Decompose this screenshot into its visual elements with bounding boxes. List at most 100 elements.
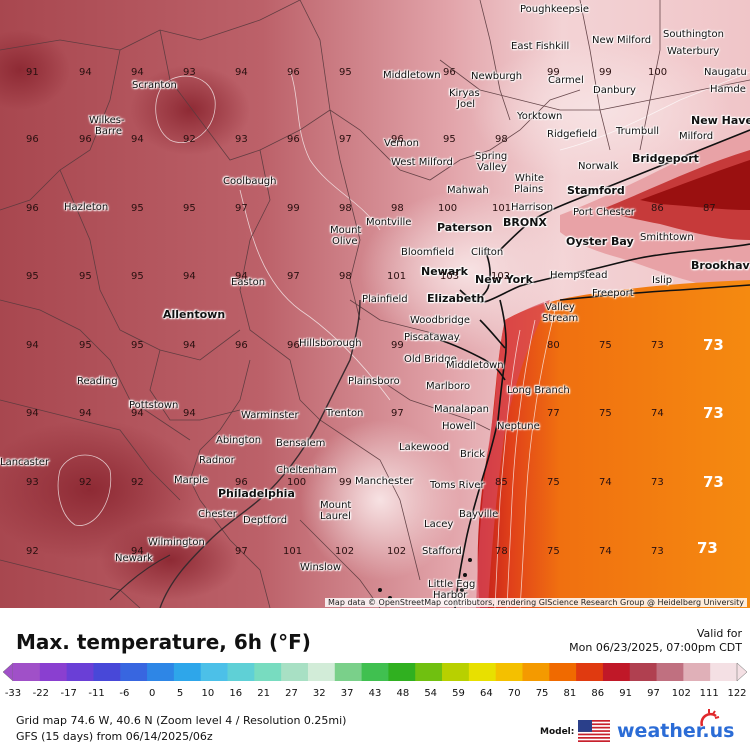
scale-swatch xyxy=(710,663,738,681)
city-label: Mount xyxy=(330,225,362,236)
scale-tick-label: 43 xyxy=(368,688,382,699)
city-label: Laurel xyxy=(320,511,351,522)
temperature-value: 94 xyxy=(183,271,196,282)
temperature-value: 95 xyxy=(443,134,456,145)
scale-tick-label: 102 xyxy=(671,688,691,699)
valid-for-label: Valid for xyxy=(696,627,742,640)
scale-swatch xyxy=(442,663,470,681)
temperature-value: 102 xyxy=(387,546,407,557)
model-label: Model: xyxy=(540,727,575,737)
temperature-value: 98 xyxy=(495,134,508,145)
scale-min-arrow xyxy=(3,662,14,682)
city-label: Radnor xyxy=(199,455,235,466)
city-label: Montville xyxy=(366,217,412,228)
temperature-value: 73 xyxy=(651,477,664,488)
temperature-value: 100 xyxy=(648,67,668,78)
city-label: Brookhav xyxy=(691,259,750,272)
temperature-value: 99 xyxy=(339,477,352,488)
city-label: Little Egg xyxy=(428,579,476,590)
scale-swatch xyxy=(281,663,309,681)
scale-tick-label: 97 xyxy=(647,688,660,699)
city-label: Reading xyxy=(77,376,118,387)
city-label: Stafford xyxy=(422,546,462,557)
temperature-value: 96 xyxy=(235,340,248,351)
scale-tick-label: 86 xyxy=(591,688,605,699)
temperature-value: 97 xyxy=(235,203,248,214)
scale-swatch xyxy=(629,663,658,681)
city-label: Wilmington xyxy=(148,537,205,548)
temperature-value: 92 xyxy=(79,477,92,488)
scale-tick-label: -33 xyxy=(4,688,22,699)
temperature-value: 95 xyxy=(131,340,144,351)
temperature-value: 94 xyxy=(131,67,144,78)
scale-swatch xyxy=(683,663,711,681)
temperature-value: 92 xyxy=(26,546,39,557)
temperature-value: 94 xyxy=(79,67,92,78)
city-label: White xyxy=(515,173,545,184)
temperature-value: 95 xyxy=(183,203,196,214)
city-label: East Fishkill xyxy=(511,41,570,52)
city-label: Valley xyxy=(545,302,575,313)
temperature-map[interactable]: Poughkeepsie East Fishkill New Milford Sout… xyxy=(0,0,750,608)
city-label: Deptford xyxy=(243,515,288,526)
temperature-value: 98 xyxy=(391,203,404,214)
temperature-value: 96 xyxy=(287,340,300,351)
temperature-value: 86 xyxy=(651,203,664,214)
temperature-value: 96 xyxy=(287,67,300,78)
city-label: Kiryas xyxy=(449,88,480,99)
temperature-value: 75 xyxy=(547,546,560,557)
temperature-value: 74 xyxy=(651,408,664,419)
temperature-value: 95 xyxy=(79,271,92,282)
scale-swatch xyxy=(93,663,121,681)
city-label: Wilkes- xyxy=(89,115,125,126)
temperature-value: 94 xyxy=(131,546,144,557)
temperature-value: 97 xyxy=(287,271,300,282)
scale-swatch xyxy=(307,663,336,681)
scale-tick-label: 16 xyxy=(229,688,243,699)
scale-swatch xyxy=(254,663,282,681)
scale-tick-label: 122 xyxy=(727,688,747,699)
weather-us-logo[interactable]: weather.us xyxy=(617,720,735,742)
scale-swatch xyxy=(334,663,363,681)
temperature-value: 73 xyxy=(703,336,724,354)
scale-swatch xyxy=(361,663,389,681)
temperature-value: 94 xyxy=(26,408,39,419)
temperature-value: 100 xyxy=(438,203,458,214)
city-label: West Milford xyxy=(391,157,453,168)
temperature-value: 93 xyxy=(183,67,196,78)
city-label: Brick xyxy=(460,449,486,460)
city-label: Paterson xyxy=(437,221,493,234)
scale-swatch xyxy=(13,663,41,681)
city-label: Trenton xyxy=(326,408,364,419)
city-label: Middletown xyxy=(446,360,504,371)
city-label: Bensalem xyxy=(276,438,326,449)
scale-tick-label: 37 xyxy=(340,688,354,699)
scale-tick-label: -6 xyxy=(119,688,130,699)
scale-swatch xyxy=(415,663,443,681)
city-label: Toms River xyxy=(430,480,485,491)
temperature-value: 99 xyxy=(547,67,560,78)
temperature-value: 94 xyxy=(79,408,92,419)
temperature-value: 95 xyxy=(131,271,144,282)
city-label: Naugatu xyxy=(704,67,747,78)
city-label: Port Chester xyxy=(573,207,635,218)
city-label: Easton xyxy=(231,277,266,288)
temperature-value: 77 xyxy=(547,408,560,419)
scale-max-arrow xyxy=(736,662,747,682)
valid-time: Mon 06/23/2025, 07:00pm CDT xyxy=(569,641,742,654)
city-label: Danbury xyxy=(593,85,636,96)
temperature-value: 74 xyxy=(599,546,612,557)
temperature-value: 95 xyxy=(26,271,39,282)
temperature-value: 87 xyxy=(703,203,716,214)
scale-swatch xyxy=(227,663,255,681)
scale-tick-label: 70 xyxy=(507,688,521,699)
color-scale-bar xyxy=(3,662,747,682)
temperature-value: 94 xyxy=(183,408,196,419)
temperature-value: 98 xyxy=(339,271,352,282)
city-label: Philadelphia xyxy=(218,487,295,500)
temperature-value: 94 xyxy=(235,67,248,78)
scale-tick-label: -17 xyxy=(60,688,77,699)
city-label: Howell xyxy=(442,421,476,432)
city-label: Oyster Bay xyxy=(566,235,634,248)
city-label: Southington xyxy=(663,29,724,40)
